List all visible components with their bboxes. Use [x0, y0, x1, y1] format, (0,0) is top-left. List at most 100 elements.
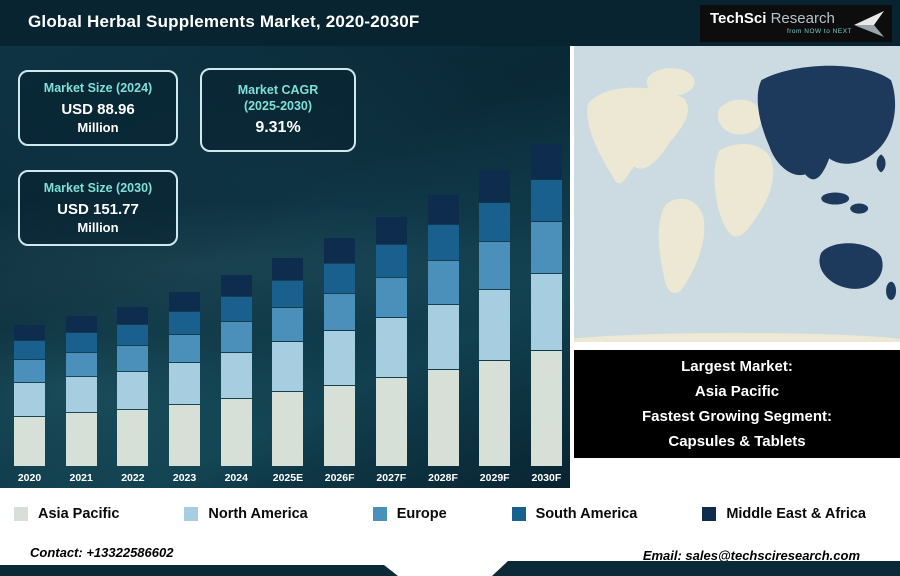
bar-segment-north-america — [530, 274, 562, 350]
bar-segment-europe — [479, 242, 511, 289]
bar-segment-asia-pacific — [65, 413, 97, 466]
bar-segment-south-america — [220, 297, 252, 321]
x-axis-label: 2029F — [479, 472, 510, 484]
bar-column-2024: 2024 — [220, 275, 252, 484]
bar-segment-asia-pacific — [375, 378, 407, 466]
logo-name: TechSci Research — [710, 11, 852, 26]
bar-column-2021: 2021 — [65, 316, 97, 484]
bar-segment-europe — [117, 346, 149, 371]
footer: Contact: +13322586602 Email: sales@techs… — [0, 540, 900, 576]
stacked-bar-chart: 2020 2021 2022 2023 2024 2025E 2026F 2027F 2028F… — [14, 144, 562, 484]
bar-segment-north-america — [169, 363, 201, 404]
bar-stack — [530, 144, 562, 466]
map-north-america — [587, 87, 688, 184]
bar-segment-europe — [65, 353, 97, 376]
bar-segment-asia-pacific — [14, 417, 45, 466]
fastest-segment-label: Fastest Growing Segment: — [641, 408, 833, 425]
spacer — [574, 342, 900, 350]
x-axis-label: 2025E — [272, 472, 304, 484]
bar-column-2020: 2020 — [14, 325, 45, 484]
card-label: Market Size (2030) — [43, 181, 153, 196]
header: Global Herbal Supplements Market, 2020-2… — [0, 0, 900, 46]
bar-column-2023: 2023 — [169, 292, 201, 484]
bar-column-2022: 2022 — [117, 307, 149, 484]
market-cagr-card: Market CAGR (2025-2030) 9.31% — [200, 68, 356, 152]
bar-segment-north-america — [14, 383, 45, 416]
bar-segment-north-america — [117, 372, 149, 409]
map-greenland — [646, 68, 695, 97]
world-map-svg — [574, 46, 900, 342]
bar-segment-south-america — [530, 180, 562, 221]
map-europe — [717, 99, 763, 135]
bar-segment-middle-east-africa — [272, 258, 304, 280]
card-value: 9.31% — [255, 118, 301, 136]
chart-legend: Asia Pacific North America Europe South Ame… — [0, 488, 900, 540]
bar-segment-europe — [324, 294, 356, 330]
bar-segment-middle-east-africa — [479, 170, 511, 202]
bar-column-2025E: 2025E — [272, 258, 304, 484]
x-axis-label: 2021 — [69, 472, 93, 484]
bar-segment-middle-east-africa — [169, 292, 201, 311]
legend-swatch — [511, 507, 526, 521]
x-axis-label: 2028F — [428, 472, 458, 484]
bar-segment-asia-pacific — [427, 370, 459, 466]
legend-item-south-america: South America — [511, 506, 638, 522]
bar-stack — [14, 325, 45, 466]
bar-segment-middle-east-africa — [117, 307, 149, 324]
bar-segment-middle-east-africa — [14, 325, 45, 340]
card-label-line2: (2025-2030) — [243, 99, 313, 113]
bar-segment-north-america — [65, 377, 97, 412]
legend-label: South America — [535, 506, 638, 522]
x-axis-label: 2030F — [531, 472, 562, 484]
bar-segment-south-america — [117, 325, 149, 345]
bar-segment-south-america — [427, 225, 459, 260]
legend-item-middle-east-africa: Middle East & Africa — [702, 506, 866, 522]
bar-stack — [375, 217, 407, 466]
chart-panel: Market Size (2024) USD 88.96 Million Mar… — [0, 46, 570, 488]
bar-segment-europe — [169, 335, 201, 362]
bar-segment-middle-east-africa — [65, 316, 97, 332]
bar-segment-asia-pacific — [117, 410, 149, 466]
bar-segment-middle-east-africa — [530, 144, 562, 179]
footer-bar-right — [492, 561, 900, 576]
bar-segment-asia-pacific — [530, 351, 562, 466]
largest-market-box: Largest Market: Asia Pacific Fastest Gro… — [574, 350, 900, 458]
x-axis-label: 2023 — [172, 472, 197, 484]
map-antarctica — [574, 332, 900, 342]
logo-text: TechSci Research from NOW to NEXT — [710, 11, 852, 36]
card-unit: Million — [77, 219, 119, 235]
bar-segment-middle-east-africa — [220, 275, 252, 296]
legend-item-asia-pacific: Asia Pacific — [14, 506, 119, 522]
bar-segment-middle-east-africa — [324, 238, 356, 263]
legend-label: North America — [208, 506, 308, 522]
techsci-logo: TechSci Research from NOW to NEXT — [700, 5, 892, 42]
main-content: Market Size (2024) USD 88.96 Million Mar… — [0, 46, 900, 488]
bar-stack — [65, 316, 97, 466]
bar-stack — [117, 307, 149, 466]
bar-segment-middle-east-africa — [427, 195, 459, 224]
map-southeast-asia-highlighted — [821, 192, 850, 205]
contact-phone: Contact: +13322586602 — [30, 545, 174, 560]
map-south-america — [658, 198, 705, 294]
bar-segment-north-america — [427, 305, 459, 369]
bar-segment-south-america — [324, 264, 356, 293]
x-axis-label: 2027F — [376, 472, 407, 484]
bar-segment-europe — [14, 360, 45, 382]
contact-email: Email: sales@techsciresearch.com — [642, 548, 860, 563]
bar-segment-europe — [375, 278, 407, 317]
map-indonesia-highlighted — [850, 203, 869, 214]
card-unit: Million — [77, 119, 119, 135]
x-axis-label: 2026F — [324, 472, 355, 484]
bar-segment-europe — [220, 322, 252, 352]
bar-column-2026F: 2026F — [324, 238, 356, 484]
map-new-zealand-highlighted — [886, 281, 897, 300]
logo-name-bold: TechSci — [710, 10, 767, 28]
card-label: Market CAGR — [237, 83, 319, 98]
market-size-2024-card: Market Size (2024) USD 88.96 Million — [18, 70, 178, 146]
page-title: Global Herbal Supplements Market, 2020-2… — [28, 12, 420, 31]
card-label: Market Size (2024) — [43, 81, 153, 96]
x-axis-label: 2024 — [224, 472, 248, 484]
bar-segment-north-america — [324, 331, 356, 385]
bar-stack — [272, 258, 304, 466]
